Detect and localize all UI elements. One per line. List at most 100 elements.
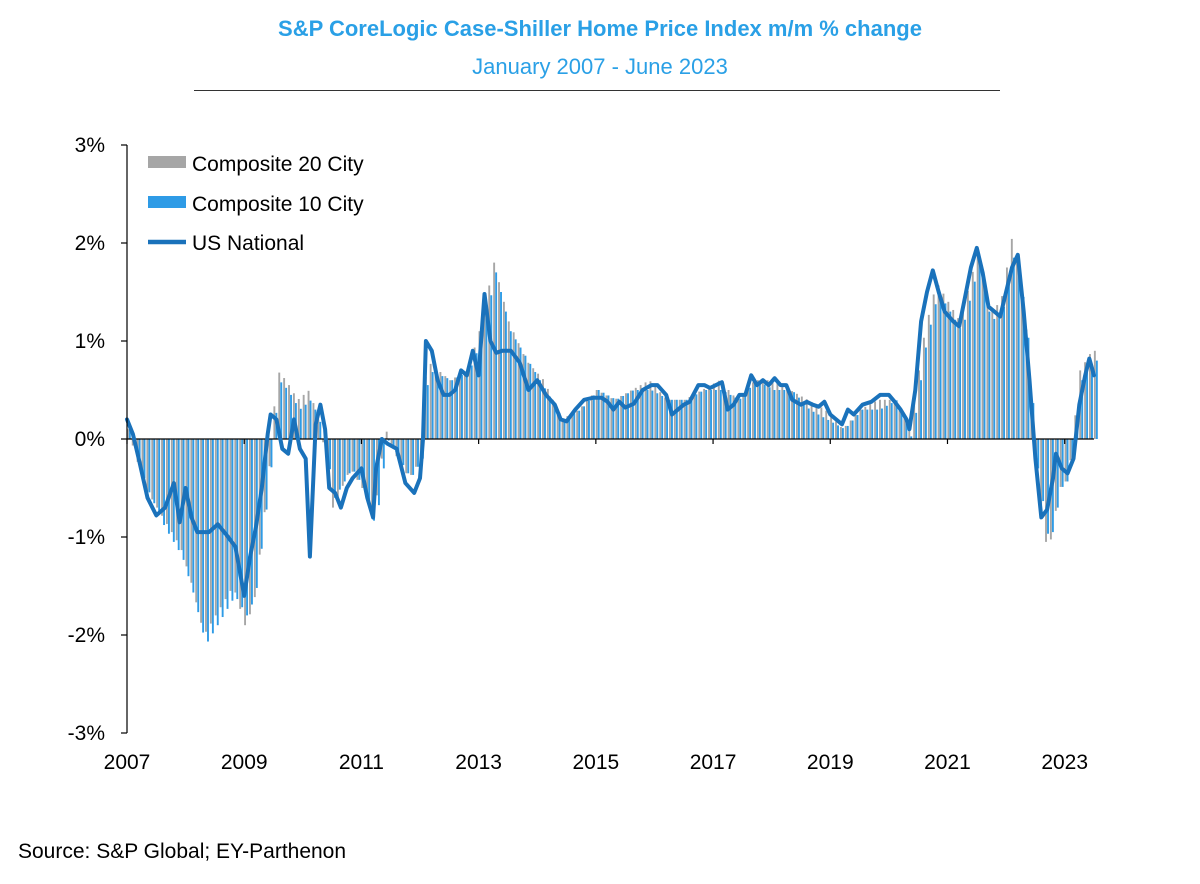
chart-title: S&P CoreLogic Case-Shiller Home Price In… bbox=[278, 16, 922, 41]
bar-composite20 bbox=[678, 399, 681, 439]
bar-composite10 bbox=[490, 295, 493, 439]
bar-composite10 bbox=[714, 390, 717, 439]
bar-composite20 bbox=[761, 380, 764, 439]
bar-composite20 bbox=[722, 384, 725, 439]
us-national-line-group bbox=[125, 245, 1096, 598]
bar-composite20 bbox=[244, 439, 247, 626]
bar-composite20 bbox=[859, 409, 862, 439]
x-tick-label: 2023 bbox=[1041, 751, 1088, 774]
y-tick-label: -2% bbox=[68, 624, 105, 647]
bar-composite20 bbox=[688, 397, 691, 439]
bar-composite20 bbox=[429, 363, 432, 439]
bar-composite20 bbox=[693, 394, 696, 439]
bar-composite20 bbox=[830, 416, 833, 439]
bar-composite20 bbox=[937, 285, 940, 439]
bar-composite10 bbox=[158, 439, 161, 515]
bar-composite20 bbox=[698, 391, 701, 439]
bar-composite20 bbox=[717, 380, 720, 439]
bar-composite10 bbox=[627, 393, 629, 439]
bar-composite10 bbox=[1037, 439, 1040, 469]
bar-composite20 bbox=[800, 396, 803, 439]
bar-composite10 bbox=[1091, 363, 1093, 439]
bar-composite20 bbox=[561, 418, 564, 439]
bar-composite10 bbox=[656, 393, 659, 439]
bar-composite10 bbox=[1081, 380, 1084, 439]
bar-composite10 bbox=[553, 404, 556, 439]
bar-composite10 bbox=[768, 387, 771, 439]
bar-composite20 bbox=[131, 439, 134, 446]
x-tick-label: 2017 bbox=[690, 751, 737, 774]
bar-composite20 bbox=[810, 401, 813, 439]
bar-composite10 bbox=[544, 388, 546, 439]
bar-composite10 bbox=[1042, 439, 1045, 502]
bar-composite10 bbox=[290, 394, 292, 439]
bar-composite10 bbox=[592, 395, 595, 439]
bar-composite10 bbox=[558, 412, 561, 439]
bar-composite20 bbox=[664, 397, 667, 439]
bar-composite10 bbox=[280, 382, 283, 439]
bar-composite10 bbox=[524, 355, 527, 439]
bar-composite20 bbox=[542, 379, 544, 439]
bar-composite10 bbox=[202, 439, 205, 633]
bar-composite10 bbox=[509, 331, 512, 439]
bar-composite10 bbox=[1066, 439, 1069, 482]
bar-composite10 bbox=[915, 412, 918, 439]
bar-composite10 bbox=[680, 399, 683, 439]
bar-composite10 bbox=[265, 439, 268, 510]
bar-composite20 bbox=[292, 393, 295, 439]
bar-composite10 bbox=[236, 439, 239, 600]
bar-composite10 bbox=[470, 365, 473, 439]
bar-composite10 bbox=[270, 439, 273, 468]
bar-composite20 bbox=[864, 406, 867, 439]
bar-composite20 bbox=[1093, 350, 1096, 439]
bar-composite10 bbox=[778, 390, 781, 439]
bar-composite10 bbox=[734, 397, 737, 439]
bar-composite10 bbox=[377, 439, 380, 506]
bar-composite20 bbox=[317, 419, 320, 439]
bar-composite10 bbox=[461, 374, 463, 439]
bar-composite10 bbox=[338, 439, 341, 490]
bar-composite10 bbox=[631, 390, 634, 439]
bar-composite20 bbox=[195, 439, 198, 603]
bar-composite20 bbox=[546, 388, 549, 439]
bar-composite10 bbox=[890, 403, 893, 439]
bar-composite10 bbox=[700, 391, 703, 439]
bar-composite20 bbox=[141, 439, 144, 479]
bar-composite10 bbox=[246, 439, 249, 616]
bar-composite20 bbox=[390, 439, 393, 444]
bar-composite20 bbox=[752, 382, 754, 439]
bar-composite10 bbox=[749, 387, 752, 439]
x-tick-label: 2009 bbox=[221, 751, 268, 774]
legend: Composite 20 City Composite 10 City US N… bbox=[148, 153, 364, 255]
bar-composite10 bbox=[998, 314, 1001, 439]
bar-composite20 bbox=[439, 372, 442, 439]
bar-composite10 bbox=[802, 403, 805, 439]
bar-composite10 bbox=[177, 439, 180, 551]
bar-composite10 bbox=[309, 400, 312, 439]
bar-composite20 bbox=[805, 399, 808, 439]
bar-composite10 bbox=[211, 439, 214, 634]
bar-composite20 bbox=[629, 390, 632, 439]
bar-composite10 bbox=[729, 394, 732, 439]
bar-composite20 bbox=[883, 399, 886, 439]
bar-composite20 bbox=[976, 252, 979, 439]
title-divider bbox=[194, 90, 1000, 91]
bar-composite20 bbox=[459, 374, 461, 439]
bar-composite10 bbox=[250, 439, 253, 605]
bar-composite10 bbox=[148, 439, 151, 493]
bar-composite10 bbox=[846, 425, 849, 439]
bar-composite10 bbox=[797, 397, 800, 439]
bar-composite10 bbox=[465, 372, 468, 439]
bar-composite10 bbox=[343, 439, 346, 482]
bar-composite10 bbox=[534, 372, 537, 439]
bar-composite20 bbox=[224, 439, 227, 600]
bar-composite10 bbox=[744, 393, 747, 439]
bar-composite10 bbox=[856, 415, 859, 439]
bar-composite10 bbox=[1003, 306, 1006, 439]
bar-composite10 bbox=[719, 390, 722, 439]
bar-composite10 bbox=[812, 411, 815, 439]
bar-composite10 bbox=[441, 376, 444, 439]
bar-composite20 bbox=[703, 388, 706, 439]
bar-composite20 bbox=[1001, 296, 1004, 439]
